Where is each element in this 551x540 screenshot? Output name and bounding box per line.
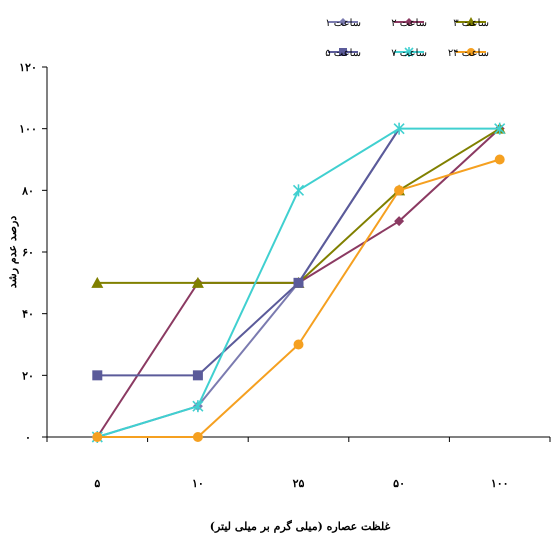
data-point: [394, 185, 405, 196]
legend-entry: ساعت ۱: [325, 18, 361, 29]
y-tick-label: ۶۰: [22, 246, 34, 259]
series-line: [97, 158, 500, 438]
y-tick-label: ۰: [25, 431, 31, 444]
legend-label: ساعت ۳: [453, 18, 489, 29]
data-point: [339, 48, 347, 56]
series-line: [97, 128, 400, 377]
x-axis-title: غلظت عصاره (میلی گرم بر میلی لیتر): [210, 519, 391, 533]
data-point: [192, 400, 204, 413]
series: [92, 154, 505, 442]
data-point: [405, 18, 413, 26]
y-axis-title: درصد عدم رشد: [6, 216, 19, 289]
data-point: [91, 276, 104, 288]
legend-entry: ساعت ۷: [391, 47, 427, 59]
legend-label: ساعت ۲: [391, 18, 427, 29]
data-point: [404, 47, 414, 57]
data-point: [293, 339, 304, 350]
data-point: [92, 370, 103, 381]
data-point: [339, 18, 347, 26]
legend: ساعت ۱ ساعت ۲ ساعت ۳ ساعت ۵ ساعت ۷ ساعت ۲۴: [325, 17, 489, 59]
legend-entry: ساعت ۲۴: [448, 48, 489, 59]
y-tick-label: ۱۲۰: [19, 61, 37, 74]
data-point: [293, 277, 304, 288]
x-tick-label: ۱۰: [192, 477, 204, 490]
y-tick-label: ۸۰: [21, 184, 34, 197]
data-point: [466, 17, 476, 26]
axes: ۰ ۲۰ ۴۰ ۶۰ ۸۰ ۱۰۰ ۱۲۰ ۵ ۱۰ ۲۵ ۵۰ ۱۰۰: [19, 61, 551, 490]
data-point: [393, 122, 405, 135]
y-tick-label: ۲۰: [22, 369, 34, 382]
data-point: [394, 216, 405, 227]
legend-entry: ساعت ۳: [453, 17, 489, 29]
series-layer: [91, 122, 506, 443]
data-point: [191, 276, 204, 288]
y-tick-label: ۱۰۰: [19, 123, 37, 136]
legend-entry: ساعت ۵: [325, 48, 361, 59]
y-tick-label: ۴۰: [22, 308, 34, 321]
series-line: [97, 127, 501, 284]
legend-label: ساعت ۵: [325, 48, 361, 59]
data-point: [92, 432, 103, 442]
legend-label: ساعت ۱: [325, 18, 361, 29]
x-tick-label: ۵۰: [393, 477, 405, 490]
legend-entry: ساعت ۲: [391, 18, 427, 29]
series: [91, 122, 506, 288]
data-point: [494, 154, 505, 165]
series: [92, 128, 400, 442]
data-point: [192, 370, 203, 381]
x-tick-label: ۲۵: [293, 477, 305, 490]
data-point: [467, 48, 475, 56]
data-point: [292, 184, 305, 197]
legend-label: ساعت ۷: [391, 48, 427, 59]
data-point: [494, 122, 506, 135]
x-tick-label: ۵: [94, 477, 100, 490]
series: [92, 128, 400, 381]
legend-label: ساعت ۲۴: [448, 48, 489, 59]
x-tick-label: ۱۰۰: [491, 477, 509, 490]
data-point: [192, 432, 203, 442]
